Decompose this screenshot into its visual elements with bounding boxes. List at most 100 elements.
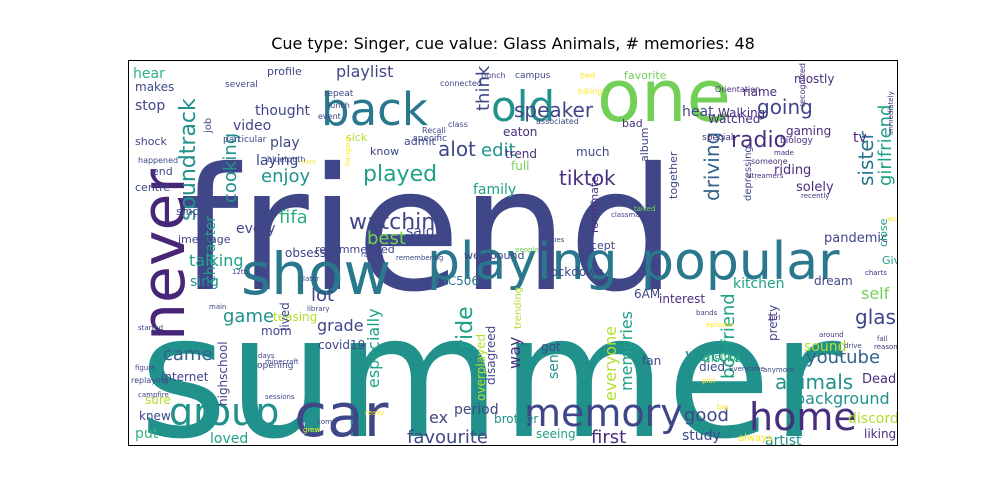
word-cooking: cooking bbox=[220, 133, 241, 203]
word-job: job bbox=[203, 118, 214, 134]
word-recall: Recall bbox=[422, 126, 446, 135]
word-recommended: recommended bbox=[315, 243, 395, 256]
word-workout: workout bbox=[887, 215, 898, 223]
word-eaton: eaton bbox=[503, 125, 537, 139]
word-class: class bbox=[448, 120, 468, 129]
word-popular: popular bbox=[641, 232, 840, 292]
word-ttc506: TTC506 bbox=[433, 274, 479, 288]
word-alot: alot bbox=[438, 137, 476, 161]
word-6am: 6AM bbox=[634, 287, 660, 301]
word-name: name bbox=[743, 85, 777, 99]
word-shock: shock bbox=[135, 135, 167, 148]
word-brother: brother bbox=[494, 412, 538, 426]
word-reason: reason bbox=[874, 343, 898, 351]
word-always: always bbox=[738, 433, 772, 444]
word-really: really bbox=[365, 409, 384, 417]
word-anymore: anymore bbox=[763, 366, 794, 374]
word-episode: episode bbox=[706, 321, 733, 329]
word-kitchen: kitchen bbox=[733, 276, 785, 292]
word-friend: friend bbox=[179, 132, 676, 330]
word-soundtrack: soundtrack bbox=[176, 98, 201, 221]
word-happened: happened bbox=[138, 156, 178, 165]
word-discord: discord bbox=[848, 411, 898, 427]
word-gaming: gaming bbox=[786, 124, 831, 138]
word-car: car bbox=[294, 381, 389, 446]
word-first: first bbox=[591, 427, 626, 446]
word-riding: riding bbox=[774, 163, 811, 178]
word-sick: sick bbox=[346, 131, 368, 144]
word-mom: mom bbox=[261, 324, 292, 338]
word-seeing: seeing bbox=[536, 427, 576, 441]
word-laying: laying bbox=[256, 153, 298, 169]
word-later: later bbox=[303, 275, 319, 283]
word-tv: tv bbox=[853, 130, 867, 146]
word-know: know bbox=[370, 145, 399, 158]
word-hangout: hangout bbox=[344, 137, 352, 166]
word-sent: sent bbox=[546, 348, 562, 379]
word-family: family bbox=[473, 182, 516, 198]
word-pandemic: pandemic bbox=[824, 231, 888, 246]
word-best: best bbox=[367, 228, 406, 249]
word-trend: trend bbox=[505, 147, 537, 161]
word-study: study bbox=[682, 428, 721, 444]
word-imessage: imessage bbox=[178, 233, 231, 246]
word-edit: edit bbox=[481, 140, 516, 161]
word-plot: plot bbox=[702, 377, 716, 385]
word-specific: specific bbox=[413, 134, 447, 144]
word-everyone: everyone bbox=[601, 326, 620, 401]
word-cloud-frame: summer friend one never show playing popular ca… bbox=[128, 60, 898, 446]
word-sister: sister bbox=[854, 130, 878, 186]
word-charts: charts bbox=[865, 269, 887, 277]
word-lot: lot bbox=[311, 285, 334, 306]
word-lockdown: lockdown bbox=[547, 265, 604, 279]
word-game: game bbox=[223, 306, 274, 327]
word-recognized: recognized bbox=[798, 63, 807, 107]
word-summer: summer bbox=[139, 279, 841, 446]
word-dead: Dead bbox=[862, 372, 896, 387]
word-glass: glass bbox=[855, 305, 898, 329]
word-close: close bbox=[877, 218, 890, 247]
word-together: together bbox=[667, 151, 680, 199]
word-group: group bbox=[169, 390, 279, 434]
word-disagreed: disagreed bbox=[484, 326, 498, 385]
word-replaying: replaying bbox=[131, 376, 168, 385]
word-campfire: campfire bbox=[138, 391, 169, 399]
word-think: think bbox=[473, 65, 494, 111]
word-animals: animals bbox=[775, 370, 853, 394]
word-especially: especially bbox=[364, 308, 383, 388]
word-talking: talking bbox=[189, 251, 244, 270]
word-radio: radio bbox=[731, 128, 787, 153]
word-special: special bbox=[702, 133, 733, 143]
word-classmates: classmates bbox=[611, 211, 651, 219]
word-centre: centre bbox=[135, 181, 170, 194]
word-old: old bbox=[491, 82, 555, 131]
word-obsessed: obsessed bbox=[285, 246, 341, 260]
word-ex: ex bbox=[429, 408, 448, 427]
word-bluetooth: bluetooth bbox=[267, 155, 305, 164]
word-people: people bbox=[515, 246, 539, 254]
word-repeat: repeat bbox=[324, 89, 354, 99]
word-figure: figure bbox=[135, 364, 155, 372]
word-formed: formed bbox=[590, 200, 615, 208]
word-sound: sound bbox=[804, 339, 847, 355]
word-playlist: playlist bbox=[336, 62, 393, 81]
word-died: died bbox=[699, 360, 725, 374]
word-watch: watch bbox=[685, 345, 739, 366]
word-immediately: immediately bbox=[887, 91, 895, 135]
word-walking: Walking bbox=[718, 106, 765, 120]
word-character: character bbox=[203, 216, 219, 283]
word-internet: internet bbox=[161, 370, 209, 384]
word-play: play bbox=[270, 135, 300, 151]
word-every: every bbox=[236, 221, 276, 237]
word-grade: grade bbox=[317, 316, 364, 335]
word-playing: playing bbox=[427, 232, 618, 292]
word-watching: watching bbox=[349, 210, 449, 235]
word-fan: fan bbox=[642, 354, 661, 368]
word-loved: loved bbox=[210, 431, 248, 446]
word-ride: ride bbox=[453, 306, 478, 349]
word-overplayed: overplayed bbox=[474, 334, 488, 401]
word-big: big bbox=[717, 403, 728, 411]
word-sure: sure bbox=[145, 393, 171, 407]
word-album: album bbox=[638, 128, 651, 162]
